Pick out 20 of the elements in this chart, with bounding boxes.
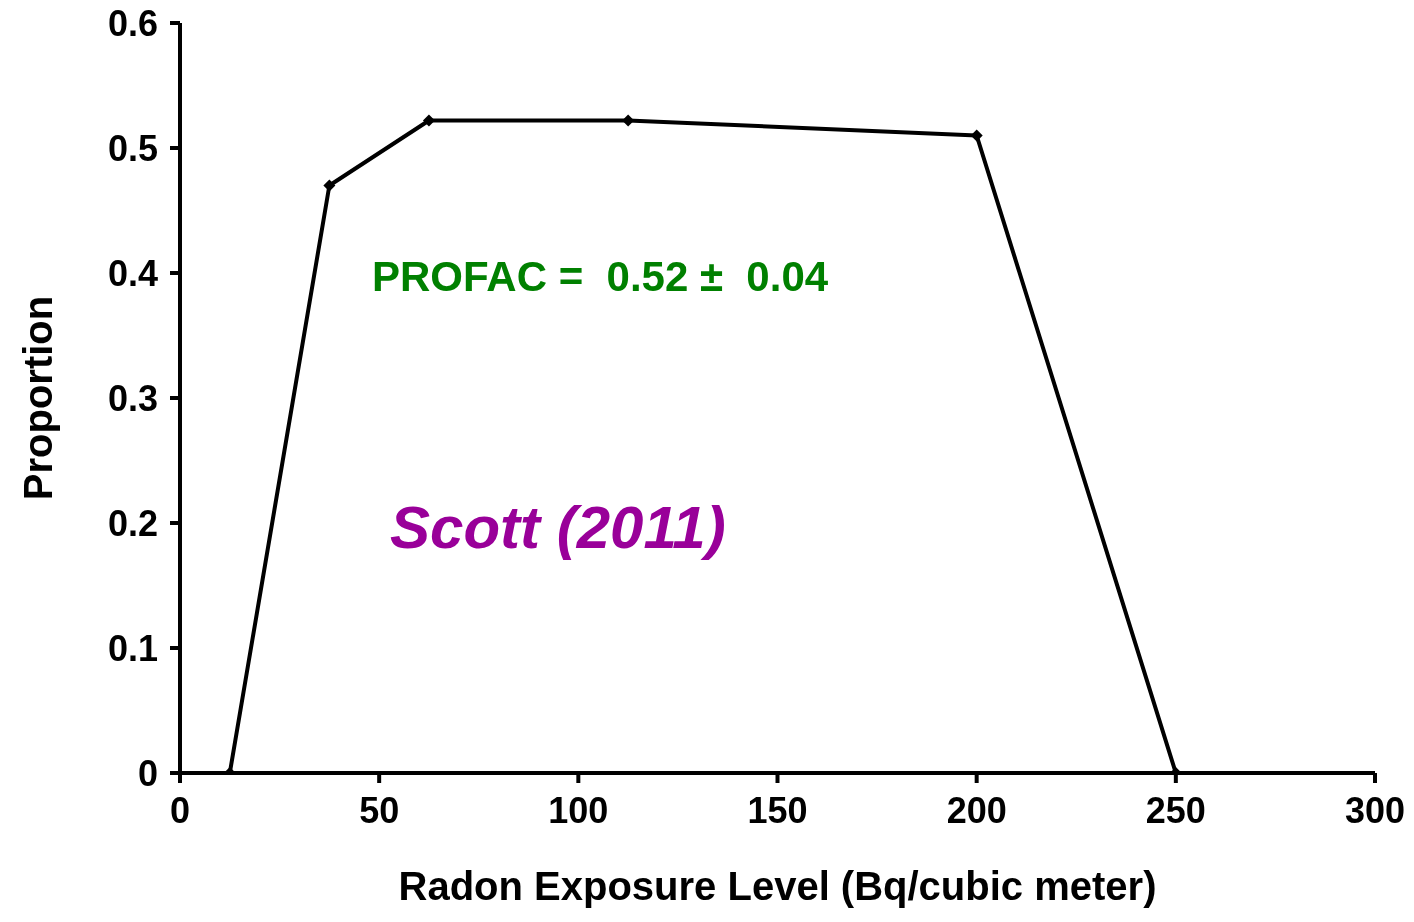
annotation: PROFAC = 0.52 ± 0.04: [372, 253, 829, 301]
y-tick-label: 0.5: [107, 127, 158, 169]
x-tick-label: 300: [1344, 789, 1406, 831]
y-tick-label: 0.4: [107, 252, 158, 294]
x-tick-label: 50: [359, 789, 400, 831]
x-tick-label: 0: [169, 789, 191, 831]
point: [323, 179, 336, 192]
y-tick-label: 0.2: [107, 502, 158, 544]
x-axis-title: Radon Exposure Level (Bq/cubic meter): [398, 864, 1157, 908]
point: [422, 114, 435, 127]
y-axis-title: Proportion: [16, 295, 61, 501]
y-tick-label: 0.1: [107, 627, 158, 669]
y-tick-label: 0.3: [107, 377, 158, 419]
x-tick-label: 250: [1145, 789, 1206, 831]
x-tick-label: 100: [548, 789, 609, 831]
annotation: Scott (2011): [390, 493, 726, 562]
x-tick-label: 200: [946, 789, 1007, 831]
y-tick-label: 0: [137, 752, 158, 794]
x-tick-label: 150: [747, 789, 808, 831]
y-tick-label: 0.6: [107, 2, 158, 44]
